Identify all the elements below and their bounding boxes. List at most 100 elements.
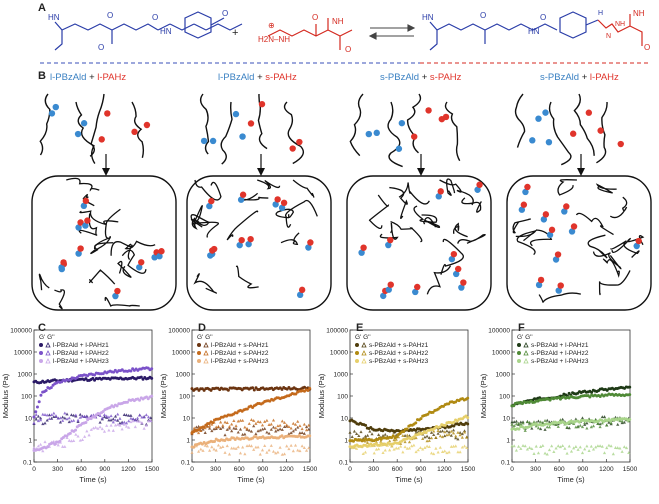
gdoubleprime-point xyxy=(52,415,56,419)
gdoubleprime-point xyxy=(122,413,126,416)
network-chain xyxy=(79,210,119,226)
gdoubleprime-point xyxy=(107,418,111,422)
x-tick-label: 300 xyxy=(368,466,379,473)
x-tick-label: 900 xyxy=(257,466,268,473)
gprime-point xyxy=(308,386,312,390)
network-chain xyxy=(66,177,100,192)
gdoubleprime-point xyxy=(514,419,519,423)
network-title-3: s-PBzAld + s-PAHz xyxy=(380,72,461,83)
gdoubleprime-point xyxy=(256,420,260,423)
gdoubleprime-point xyxy=(291,449,295,453)
network-1-hydrazide: l-PAHz xyxy=(97,72,127,83)
gdoubleprime-point xyxy=(129,420,133,424)
gdoubleprime-point xyxy=(122,420,126,424)
gdoubleprime-point xyxy=(221,445,225,449)
gdoubleprime-point xyxy=(227,426,232,430)
precursor-chain xyxy=(349,93,364,157)
gprime-point xyxy=(252,388,256,392)
gdoubleprime-point xyxy=(355,446,359,450)
gdoubleprime-point xyxy=(285,444,289,448)
svg-text:NH: NH xyxy=(633,9,645,18)
gdoubleprime-point xyxy=(530,426,534,430)
gdoubleprime-point xyxy=(245,426,249,430)
legend-gprime-marker xyxy=(197,351,201,355)
gdoubleprime-point xyxy=(425,439,429,443)
gdoubleprime-point xyxy=(78,412,82,416)
legend-gdoubleprime-marker xyxy=(361,350,367,356)
gdoubleprime-point xyxy=(414,450,418,454)
aldehyde-bead xyxy=(80,202,88,210)
gdoubleprime-point xyxy=(36,419,41,423)
gdoubleprime-point xyxy=(532,452,536,455)
gdoubleprime-point xyxy=(135,416,140,420)
gdoubleprime-point xyxy=(418,428,423,432)
gdoubleprime-point xyxy=(109,414,113,418)
gdoubleprime-point xyxy=(271,418,276,422)
gprime-point xyxy=(150,394,154,398)
aldehyde-bead xyxy=(568,228,576,235)
gdoubleprime-point xyxy=(383,448,387,452)
network-chain xyxy=(398,182,430,205)
gdoubleprime-point xyxy=(140,421,144,425)
gdoubleprime-point xyxy=(525,447,530,451)
gdoubleprime-point xyxy=(607,443,611,447)
legend-entry: s-PBzAld + l-PAHz1 xyxy=(531,342,589,349)
gdoubleprime-point xyxy=(118,421,122,425)
gdoubleprime-point xyxy=(227,424,232,428)
gdoubleprime-point xyxy=(521,443,525,447)
gdoubleprime-point xyxy=(260,448,265,452)
network-chain xyxy=(439,179,474,206)
legend-gdoubleprime-marker xyxy=(203,342,209,348)
gprime-point xyxy=(414,421,418,425)
network-chain xyxy=(38,273,50,291)
gdoubleprime-point xyxy=(616,422,620,426)
precursor-chain xyxy=(89,93,105,157)
network-chain xyxy=(598,270,631,296)
gdoubleprime-point xyxy=(80,414,85,418)
legend-gdoubleprime-marker xyxy=(523,358,529,364)
gdoubleprime-point xyxy=(449,433,453,437)
aldehyde-bead xyxy=(458,284,465,291)
gdoubleprime-point xyxy=(241,418,245,422)
gdoubleprime-point xyxy=(34,412,38,416)
gdoubleprime-point xyxy=(602,415,607,419)
gdoubleprime-point xyxy=(85,415,89,419)
gdoubleprime-point xyxy=(412,428,416,432)
gdoubleprime-point xyxy=(589,425,593,429)
gdoubleprime-point xyxy=(512,444,516,448)
precursor-chain xyxy=(596,101,608,164)
hydrazide-bead xyxy=(537,276,545,284)
gdoubleprime-point xyxy=(438,434,442,438)
gdoubleprime-point xyxy=(50,440,54,444)
network-chain xyxy=(280,232,300,245)
aldehyde-bead xyxy=(58,264,65,271)
gdoubleprime-point xyxy=(87,433,91,437)
gdoubleprime-point xyxy=(609,421,613,425)
gdoubleprime-point xyxy=(39,442,43,446)
gdoubleprime-point xyxy=(449,429,453,433)
hydrazide-bead xyxy=(247,235,254,243)
gdoubleprime-point xyxy=(127,425,131,429)
legend-gprime-marker xyxy=(197,359,201,363)
network-chain xyxy=(88,269,116,285)
gdoubleprime-point xyxy=(230,422,234,426)
legend-header: G' G'' xyxy=(355,334,371,341)
network-title-4: s-PBzAld + l-PAHz xyxy=(540,72,619,83)
gdoubleprime-point xyxy=(357,438,361,442)
aldehyde-bead xyxy=(237,196,245,203)
gdoubleprime-point xyxy=(146,415,151,419)
gdoubleprime-point xyxy=(238,451,243,455)
gdoubleprime-point xyxy=(554,422,558,426)
aldehyde-bead xyxy=(74,130,82,138)
x-axis-label: Time (s) xyxy=(79,475,107,484)
gdoubleprime-point xyxy=(120,427,124,431)
gdoubleprime-point xyxy=(427,436,431,439)
hydrazide-bead xyxy=(239,191,247,198)
gdoubleprime-point xyxy=(109,423,113,427)
gdoubleprime-point xyxy=(302,422,306,426)
gdoubleprime-point xyxy=(201,448,205,452)
x-tick-label: 1500 xyxy=(303,466,318,473)
y-tick-label: 1 xyxy=(28,438,32,445)
gdoubleprime-point xyxy=(519,420,523,424)
gdoubleprime-point xyxy=(194,429,199,433)
